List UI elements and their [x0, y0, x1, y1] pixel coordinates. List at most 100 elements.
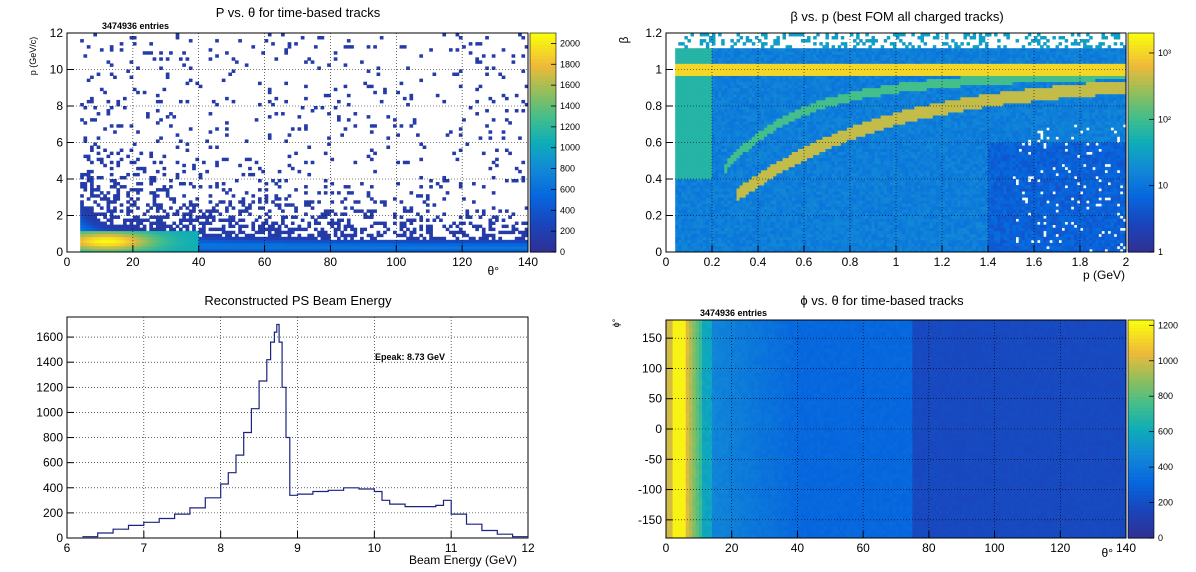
p-vs-theta-heatmap-cell — [231, 194, 236, 198]
p-vs-theta-heatmap-cell — [96, 248, 101, 253]
p-vs-theta-heatmap-cell — [116, 248, 121, 253]
p-vs-theta-heatmap-cell — [149, 242, 154, 247]
p-vs-theta-heatmap-cell — [83, 139, 88, 143]
p-vs-theta-heatmap-cell — [132, 188, 137, 192]
p-vs-theta-heatmap-cell — [122, 221, 127, 226]
p-vs-theta-heatmap-cell — [152, 245, 157, 250]
p-vs-theta-heatmap-cell — [165, 194, 170, 198]
p-vs-theta-heatmap-cell — [90, 218, 94, 222]
p-vs-theta-heatmap-cell — [86, 169, 91, 174]
p-vs-theta-heatmap-cell — [215, 242, 219, 247]
p-vs-theta-heatmap-cell — [129, 227, 134, 232]
p-vs-theta-heatmap-cell — [162, 154, 167, 159]
p-vs-theta-heatmap-cell — [178, 239, 183, 244]
p-vs-theta-heatmap-cell — [178, 182, 183, 186]
p-vs-theta-heatmap-cell — [146, 248, 150, 253]
p-vs-theta-heatmap-cell — [103, 239, 107, 244]
p-vs-theta-heatmap-cell — [129, 236, 134, 241]
p-vs-theta-heatmap-cell — [188, 245, 193, 250]
p-vs-theta-heatmap-cell — [188, 242, 193, 247]
p-vs-theta-heatmap-cell — [211, 218, 216, 222]
p-vs-theta-heatmap-cell — [109, 215, 114, 219]
p-vs-theta-heatmap-cell — [155, 203, 160, 207]
p-vs-theta-heatmap-cell — [86, 179, 91, 183]
p-vs-theta-heatmap-cell — [142, 227, 147, 232]
p-vs-theta-heatmap-cell — [80, 233, 84, 238]
p-vs-theta-heatmap-cell — [165, 212, 170, 216]
p-vs-theta-heatmap-cell — [178, 230, 183, 235]
p-vs-theta-heatmap-cell — [83, 206, 88, 210]
p-vs-theta-heatmap-cell — [159, 227, 163, 232]
p-vs-theta-heatmap-cell — [83, 154, 88, 159]
p-vs-theta-heatmap-cell — [83, 242, 88, 247]
p-vs-theta-heatmap-cell — [116, 163, 121, 168]
p-vs-theta-heatmap-cell — [119, 148, 124, 153]
p-vs-theta-heatmap-cell — [103, 221, 107, 226]
p-vs-theta-heatmap-cell — [139, 233, 144, 238]
p-vs-theta-heatmap-cell — [192, 163, 196, 168]
p-vs-theta-heatmap-cell — [99, 233, 104, 238]
p-vs-theta-heatmap-cell — [96, 112, 101, 116]
p-vs-theta-heatmap-cell — [109, 172, 114, 177]
p-vs-theta-heatmap-cell — [93, 215, 98, 219]
p-vs-theta-heatmap-cell — [93, 245, 98, 250]
p-vs-theta-heatmap-cell — [155, 224, 160, 229]
p-vs-theta-heatmap-cell — [80, 227, 84, 232]
p-vs-theta-heatmap-cell — [113, 215, 117, 219]
p-vs-theta-heatmap-cell — [129, 75, 134, 80]
p-vs-theta-heatmap-cell — [86, 197, 91, 201]
p-vs-theta-heatmap-cell — [106, 227, 111, 232]
p-vs-theta-heatmap-cell — [122, 106, 127, 110]
p-vs-theta-heatmap-cell — [146, 236, 150, 241]
p-vs-theta-heatmap-cell — [103, 215, 107, 219]
p-vs-theta-heatmap-cell — [129, 36, 134, 40]
p-vs-theta-heatmap-cell — [202, 248, 206, 253]
p-vs-theta-heatmap-cell — [103, 227, 107, 232]
p-vs-theta-heatmap-cell — [192, 236, 196, 241]
p-vs-theta-heatmap-cell — [172, 212, 177, 216]
p-vs-theta-heatmap-cell — [185, 242, 190, 247]
p-vs-theta-heatmap-cell — [83, 215, 88, 219]
p-vs-theta-heatmap-cell — [215, 236, 219, 241]
p-vs-theta-heatmap-cell — [155, 188, 160, 192]
p-vs-theta-heatmap-cell — [132, 203, 137, 207]
p-vs-theta-heatmap-cell — [162, 236, 167, 241]
p-vs-theta-heatmap-cell — [159, 188, 163, 192]
p-vs-theta-heatmap-cell — [132, 218, 137, 222]
p-vs-theta-heatmap-cell — [132, 248, 137, 253]
p-vs-theta-heatmap-cell — [169, 206, 173, 210]
p-vs-theta-heatmap-cell — [182, 203, 186, 207]
p-vs-theta-heatmap-cell — [86, 212, 91, 216]
p-vs-theta-heatmap-cell — [116, 215, 121, 219]
p-vs-theta-heatmap-cell — [139, 188, 144, 192]
p-vs-theta-heatmap-cell — [169, 239, 173, 244]
p-vs-theta-heatmap-cell — [86, 206, 91, 210]
p-vs-theta-heatmap-cell — [99, 221, 104, 226]
p-vs-theta-heatmap-cell — [178, 221, 183, 226]
p-vs-theta-heatmap-cell — [90, 245, 94, 250]
p-vs-theta-heatmap-cell — [109, 221, 114, 226]
p-vs-theta-heatmap-cell — [83, 245, 88, 250]
p-vs-theta-heatmap-cell — [192, 239, 196, 244]
p-vs-theta-heatmap-cell — [93, 227, 98, 232]
p-vs-theta-heatmap-cell — [159, 215, 163, 219]
p-vs-theta-heatmap-cell — [175, 236, 180, 241]
p-vs-theta-heatmap-cell — [126, 236, 130, 241]
p-vs-theta-heatmap-cell — [142, 218, 147, 222]
p-vs-theta-heatmap-cell — [195, 215, 200, 219]
p-vs-theta-heatmap-cell — [159, 248, 163, 253]
p-vs-theta-heatmap-cell — [225, 248, 229, 253]
p-vs-theta-heatmap-cell — [175, 248, 180, 253]
p-vs-theta-heatmap-cell — [198, 227, 203, 232]
p-vs-theta-heatmap-cell — [228, 239, 233, 244]
p-vs-theta-heatmap-cell — [198, 185, 203, 189]
p-vs-theta-heatmap-cell — [139, 239, 144, 244]
p-vs-theta-heatmap-cell — [113, 236, 117, 241]
p-vs-theta-heatmap-cell — [231, 239, 236, 244]
p-vs-theta-heatmap-cell — [225, 133, 229, 137]
p-vs-theta-heatmap-cell — [149, 206, 154, 210]
p-vs-theta-heatmap-cell — [90, 209, 94, 213]
p-vs-theta-heatmap-cell — [218, 212, 223, 216]
p-vs-theta-heatmap-cell — [86, 236, 91, 241]
p-vs-theta-heatmap-cell — [211, 236, 216, 241]
